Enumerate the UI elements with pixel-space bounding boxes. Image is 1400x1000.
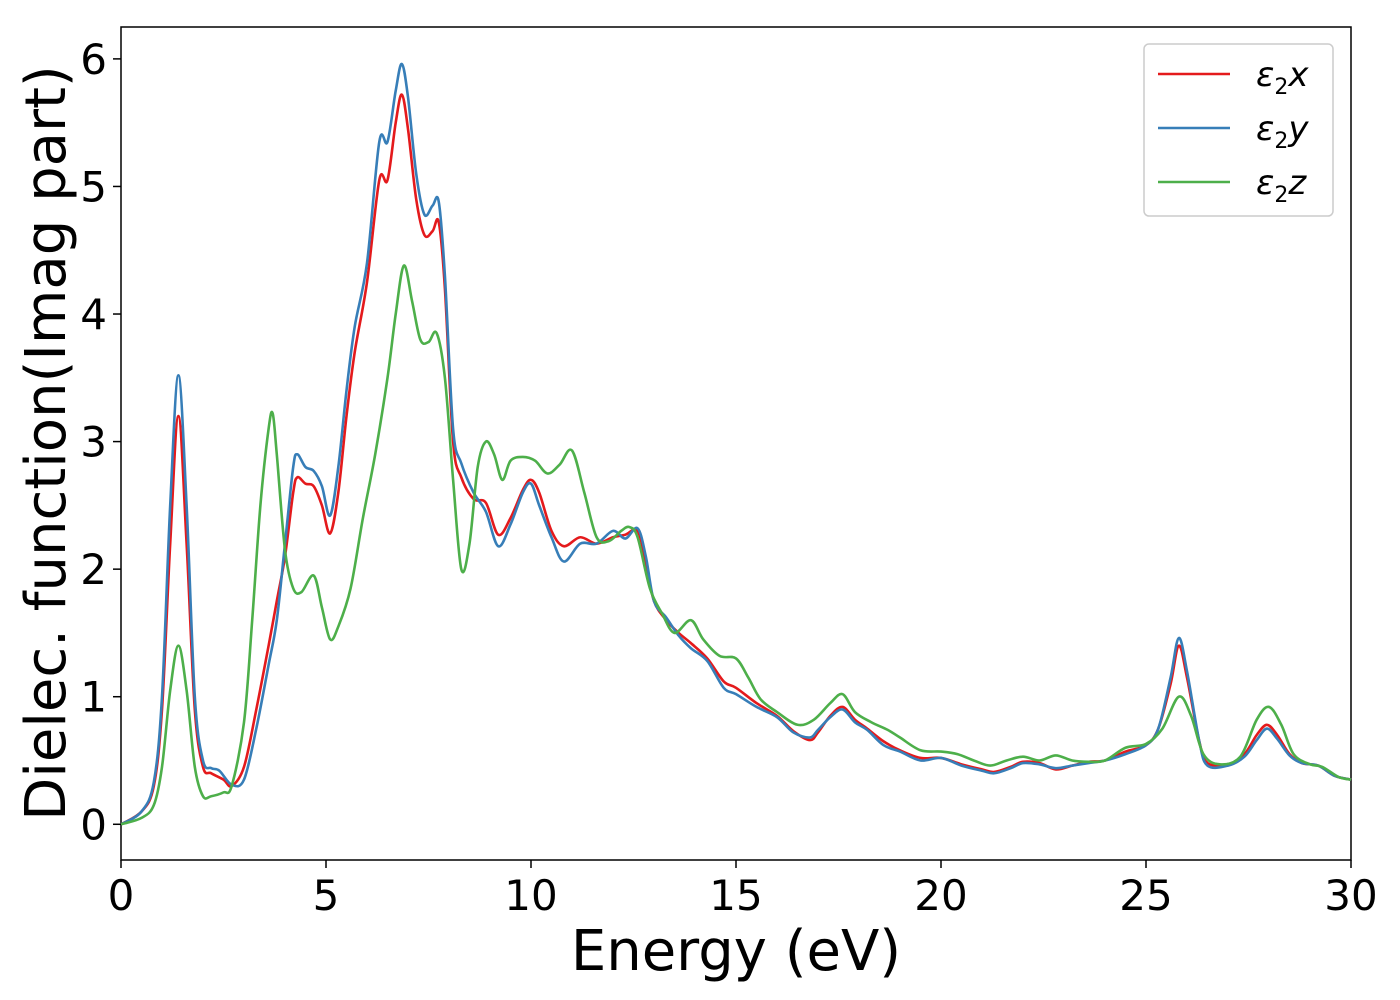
- x-axis-label: Energy (eV): [571, 919, 901, 984]
- y-tick-label: 1: [80, 673, 107, 722]
- x-axis-ticks: 0 5 10 15 20 25 30: [108, 860, 1378, 920]
- series-layer: [120, 62, 1352, 826]
- y-tick-label: 2: [80, 545, 107, 594]
- x-tick-label: 0: [108, 871, 135, 920]
- y-tick-label: 4: [80, 290, 107, 339]
- series-line-y: [120, 62, 1352, 826]
- x-tick-label: 30: [1324, 871, 1377, 920]
- x-tick-label: 20: [914, 871, 967, 920]
- y-axis-ticks: 0 1 2 3 4 5 6: [80, 35, 121, 849]
- legend-label-x: ε2x: [1256, 55, 1309, 100]
- legend-label-y: ε2y: [1256, 109, 1309, 154]
- legend: ε2x ε2y ε2z: [1143, 43, 1334, 217]
- legend-box: [1143, 43, 1334, 217]
- y-tick-label: 3: [80, 418, 107, 467]
- x-tick-label: 10: [504, 871, 557, 920]
- y-tick-label: 5: [80, 162, 107, 211]
- x-tick-label: 15: [709, 871, 762, 920]
- x-tick-label: 25: [1119, 871, 1172, 920]
- y-axis-label: Dielec. function(Imag part): [14, 65, 79, 821]
- legend-label-z: ε2z: [1256, 163, 1307, 208]
- series-line-z: [120, 264, 1352, 826]
- x-tick-label: 5: [313, 871, 340, 920]
- y-tick-label: 6: [80, 35, 107, 84]
- y-tick-label: 0: [80, 800, 107, 849]
